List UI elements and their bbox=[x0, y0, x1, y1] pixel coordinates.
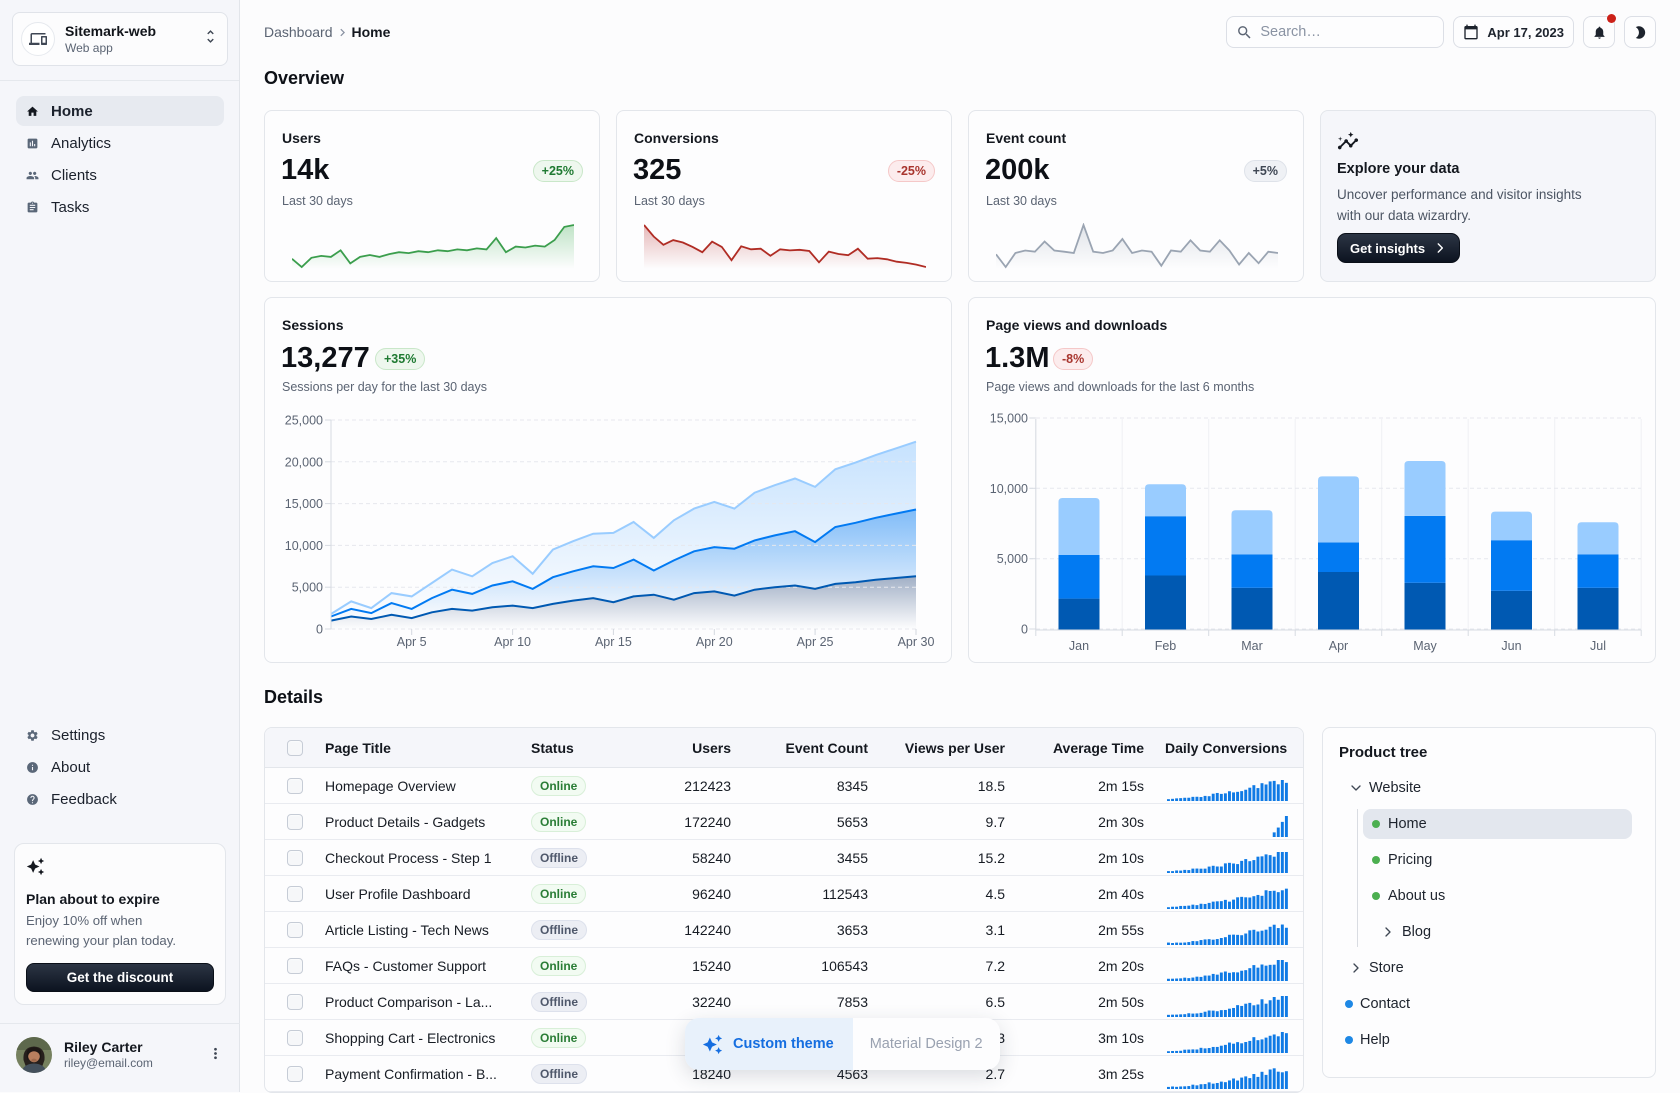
svg-text:25,000: 25,000 bbox=[285, 414, 323, 428]
svg-text:5,000: 5,000 bbox=[997, 552, 1028, 566]
svg-text:Jun: Jun bbox=[1501, 639, 1521, 653]
svg-text:10,000: 10,000 bbox=[990, 482, 1028, 496]
svg-text:Apr 25: Apr 25 bbox=[797, 635, 834, 649]
svg-text:Apr: Apr bbox=[1329, 639, 1348, 653]
svg-text:Apr 20: Apr 20 bbox=[696, 635, 733, 649]
svg-text:5,000: 5,000 bbox=[292, 581, 323, 595]
svg-text:10,000: 10,000 bbox=[285, 539, 323, 553]
svg-text:0: 0 bbox=[316, 623, 323, 637]
svg-text:Mar: Mar bbox=[1241, 639, 1263, 653]
svg-text:Apr 15: Apr 15 bbox=[595, 635, 632, 649]
svg-text:Feb: Feb bbox=[1155, 639, 1177, 653]
svg-text:15,000: 15,000 bbox=[285, 497, 323, 511]
svg-text:Apr 10: Apr 10 bbox=[494, 635, 531, 649]
svg-text:May: May bbox=[1413, 639, 1437, 653]
svg-text:0: 0 bbox=[1021, 623, 1028, 637]
svg-text:Apr 30: Apr 30 bbox=[898, 635, 935, 649]
svg-text:Apr 5: Apr 5 bbox=[397, 635, 427, 649]
svg-text:Jan: Jan bbox=[1069, 639, 1089, 653]
svg-text:20,000: 20,000 bbox=[285, 455, 323, 469]
svg-text:Jul: Jul bbox=[1590, 639, 1606, 653]
svg-text:15,000: 15,000 bbox=[990, 412, 1028, 426]
